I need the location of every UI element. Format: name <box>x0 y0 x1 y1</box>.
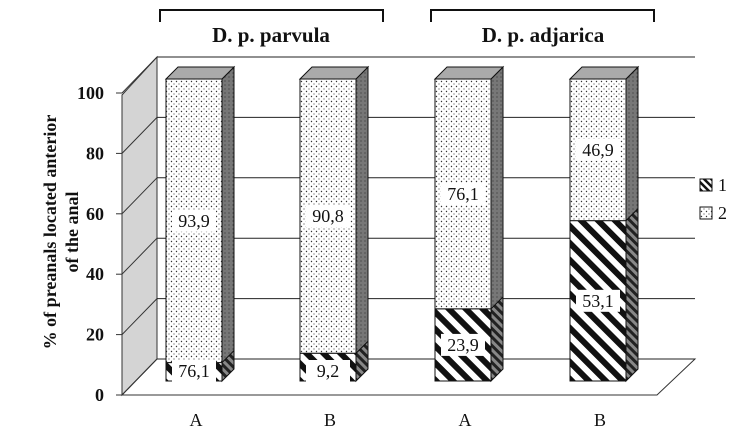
plot-back-wall <box>121 55 158 397</box>
data-label: 53,1 <box>582 291 614 311</box>
legend-swatch-series-1 <box>699 178 713 192</box>
x-tick-label: A <box>190 410 203 430</box>
data-label: 93,9 <box>178 211 210 231</box>
y-tick-label: 40 <box>86 264 104 284</box>
gridline-wall <box>121 177 158 215</box>
bar-top-face <box>298 66 370 80</box>
y-tick-label: 0 <box>95 385 104 405</box>
data-label-bg <box>441 333 485 356</box>
group-label-adjarica: D. p. adjarica <box>482 23 605 47</box>
group-bracket-adjarica <box>430 9 655 22</box>
data-label-bg <box>306 205 350 228</box>
x-tick-label: B <box>594 410 606 430</box>
gridline-wall <box>121 56 158 94</box>
x-tick-label: B <box>324 410 336 430</box>
data-label: 46,9 <box>582 140 614 160</box>
y-axis-title-line1: % of preanals located anterior <box>40 115 60 350</box>
y-tick-label: 20 <box>86 325 104 345</box>
data-label: 9,2 <box>317 361 340 381</box>
bars: 76,1 9,2 23,9 53,1 93,9 90,8 76,1 46,9 <box>164 65 640 383</box>
bar-side-segment <box>625 65 639 222</box>
bar-top-face <box>568 66 640 80</box>
y-axis-title-line2: of the anal <box>62 192 82 273</box>
data-label-bg <box>576 289 620 312</box>
bar-side-segment <box>490 295 504 383</box>
legend: 1 2 <box>699 175 727 223</box>
y-tick-label: 80 <box>86 143 104 163</box>
legend-label-series-2: 2 <box>718 203 727 223</box>
legend-swatch-series-2 <box>699 206 713 220</box>
gridline-wall <box>121 117 158 154</box>
bar-top-face <box>164 66 236 80</box>
bar-side-segment <box>490 65 504 311</box>
data-label-bg <box>306 360 350 382</box>
data-label: 76,1 <box>447 184 479 204</box>
bar-top-face <box>433 66 505 80</box>
y-axis: 0 20 40 60 80 100 <box>77 83 123 405</box>
gridline-wall <box>121 237 158 275</box>
data-label: 23,9 <box>447 335 479 355</box>
data-label-bg <box>172 360 216 382</box>
group-label-parvula: D. p. parvula <box>212 23 330 47</box>
data-label: 90,8 <box>312 206 344 226</box>
bar-side-segment <box>625 207 639 383</box>
legend-label-series-1: 1 <box>718 175 727 195</box>
data-label-bg <box>576 138 620 161</box>
gridline-wall <box>121 358 158 396</box>
data-label: 76,1 <box>178 361 210 381</box>
data-label-bg <box>172 209 216 232</box>
bar-side-segment <box>221 65 235 364</box>
group-bracket-parvula <box>159 9 384 22</box>
y-tick-label: 100 <box>77 83 104 103</box>
x-tick-label: A <box>459 410 472 430</box>
gridline-wall <box>121 298 158 335</box>
y-tick-label: 60 <box>86 204 104 224</box>
bar-side-segment <box>355 65 369 355</box>
data-label-bg <box>441 182 485 205</box>
